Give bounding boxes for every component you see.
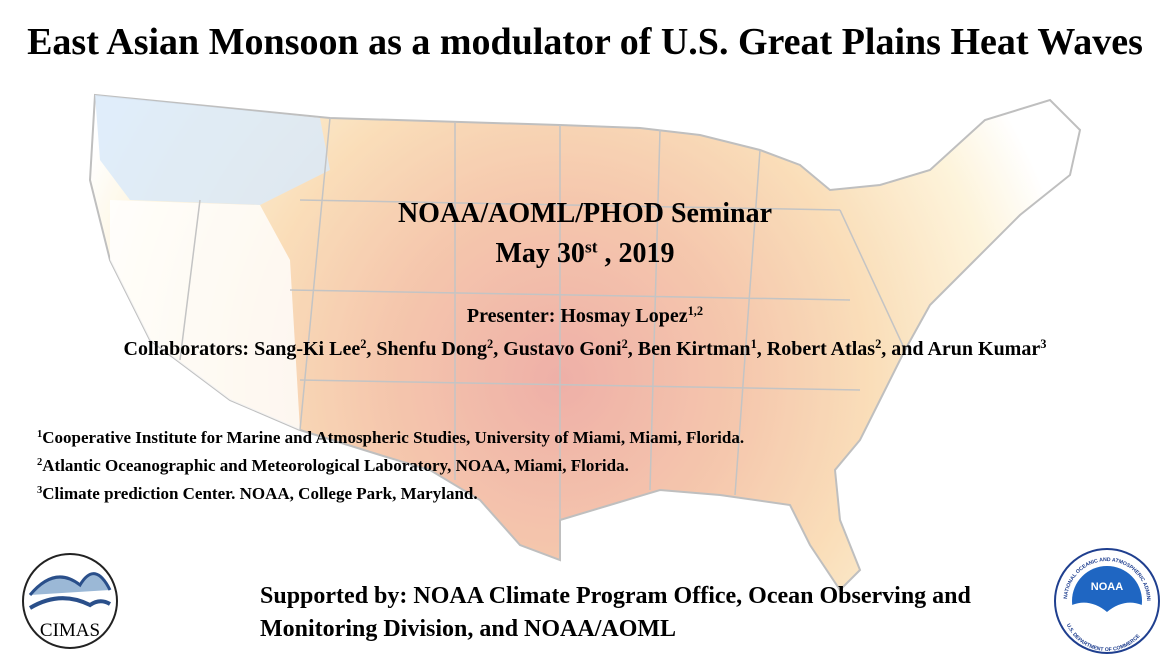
date: May 30st , 2019 — [0, 238, 1170, 270]
collaborator-sup: 2 — [487, 337, 494, 352]
affiliation: 1Cooperative Institute for Marine and At… — [37, 424, 744, 452]
collaborator-sup: 3 — [1040, 337, 1047, 352]
affiliation-text: Cooperative Institute for Marine and Atm… — [42, 428, 745, 447]
collaborator-sup: 2 — [621, 337, 628, 352]
date-text: May 30 — [495, 238, 585, 269]
affiliation-sup: 1 — [37, 429, 43, 441]
cimas-logo: CIMAS — [22, 553, 118, 649]
affiliation: 3Climate prediction Center. NOAA, Colleg… — [37, 480, 744, 508]
affiliations: 1Cooperative Institute for Marine and At… — [37, 424, 744, 508]
affiliation-text: Atlantic Oceanographic and Meteorologica… — [42, 456, 629, 475]
title: East Asian Monsoon as a modulator of U.S… — [27, 21, 1143, 63]
collaborator: , Ben Kirtman — [627, 338, 751, 360]
collaborator-sup: 1 — [750, 337, 757, 352]
presenter-sup: 1,2 — [687, 304, 704, 319]
date-sup: st — [584, 237, 598, 257]
seminar: NOAA/AOML/PHOD Seminar — [397, 198, 773, 229]
affiliation-sup: 3 — [37, 485, 43, 497]
support: Supported by: NOAA Climate Program Offic… — [260, 583, 971, 642]
collaborator: , Shenfu Dong — [366, 338, 488, 360]
west-neutral — [110, 200, 300, 430]
presenter-text: Presenter: Hosmay Lopez — [466, 305, 688, 327]
noaa-label: NOAA — [1091, 581, 1123, 593]
affiliation: 2Atlantic Oceanographic and Meteorologic… — [37, 452, 744, 480]
us-outline — [88, 93, 1082, 592]
collaborator: Collaborators: Sang-Ki Lee — [123, 338, 361, 360]
affiliation-text: Climate prediction Center. NOAA, College… — [42, 484, 478, 503]
affiliation-sup: 2 — [37, 457, 43, 469]
collaborator: , and Arun Kumar — [881, 338, 1041, 360]
presenter: Presenter: Hosmay Lopez1,2 — [0, 305, 1170, 328]
state-lines — [179, 117, 906, 520]
collaborator-sup: 2 — [875, 337, 882, 352]
collaborator-sup: 2 — [360, 337, 367, 352]
date-rest: , 2019 — [597, 238, 675, 269]
collaborators: Collaborators: Sang-Ki Lee2, Shenfu Dong… — [20, 334, 1150, 364]
cimas-label: CIMAS — [40, 620, 100, 641]
collaborator: , Gustavo Goni — [493, 338, 622, 360]
collaborator: , Robert Atlas — [756, 338, 876, 360]
northwest-cool — [95, 95, 330, 205]
